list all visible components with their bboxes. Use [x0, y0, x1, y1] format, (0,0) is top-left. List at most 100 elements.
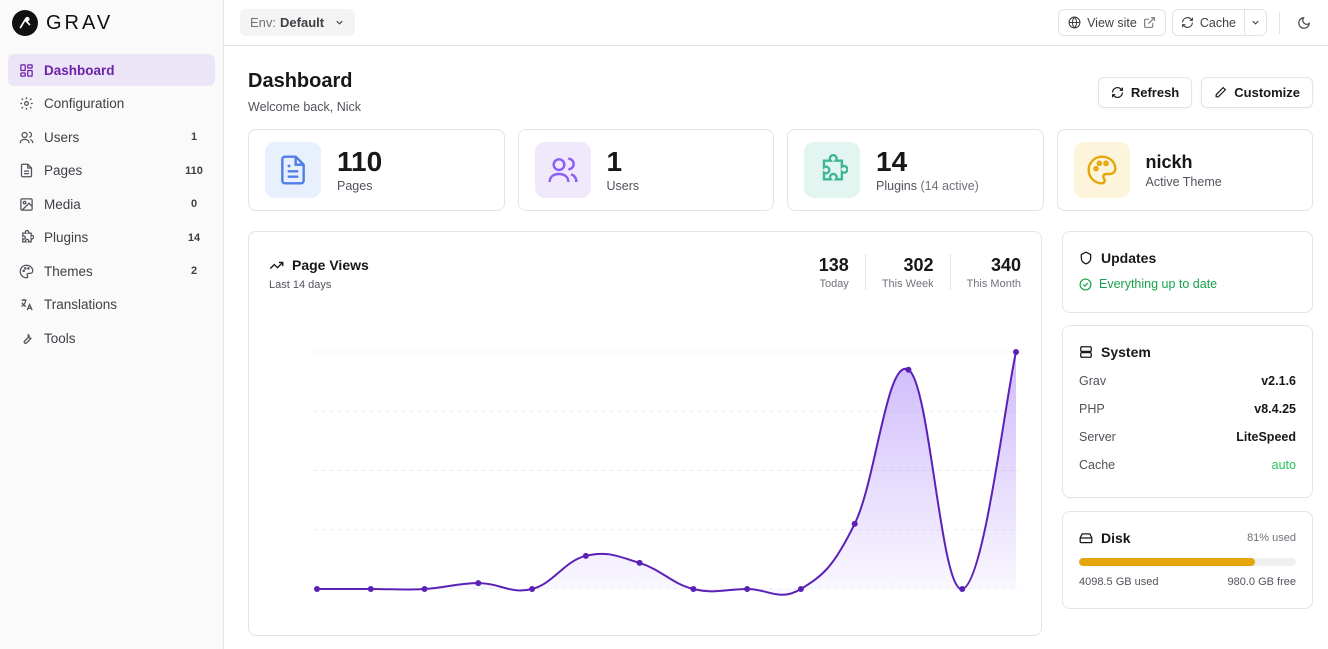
disk-title-text: Disk [1101, 530, 1131, 546]
cache-split-button: Cache [1171, 9, 1267, 36]
system-key: Grav [1079, 374, 1107, 388]
chart-point[interactable] [690, 586, 697, 592]
updates-card: Updates Everything up to date [1062, 231, 1313, 313]
chart-point[interactable] [797, 586, 804, 592]
chart-point[interactable] [905, 366, 912, 373]
sidebar-item-configuration[interactable]: Configuration [8, 88, 215, 120]
chevron-down-icon [334, 17, 345, 28]
stat-card-plugins[interactable]: 14 Plugins (14 active) [787, 129, 1044, 211]
chart-title: Page Views [269, 257, 369, 273]
chart-point[interactable] [421, 586, 428, 592]
chart-point[interactable] [851, 520, 858, 527]
external-link-icon [1143, 16, 1156, 29]
users-icon [534, 142, 591, 198]
system-key: PHP [1079, 402, 1105, 416]
chart-point[interactable] [314, 586, 320, 592]
disk-usage-fill [1079, 558, 1255, 566]
chart-point[interactable] [1013, 349, 1019, 355]
count-badge: 110 [185, 164, 203, 177]
env-value: Default [280, 15, 325, 30]
sidebar-item-pages[interactable]: Pages 110 [8, 155, 215, 187]
stat-value: 1 [606, 146, 623, 177]
refresh-button[interactable]: Refresh [1097, 77, 1193, 108]
palette-icon [18, 263, 34, 279]
brand-logo[interactable]: GRAV [0, 0, 223, 46]
stat-label-text: Plugins [876, 179, 917, 193]
kpi-value: 302 [903, 255, 934, 275]
sidebar-item-label: Plugins [44, 230, 89, 245]
sidebar-item-label: Media [44, 196, 81, 212]
chart-line [317, 351, 1017, 596]
puzzle-icon [18, 230, 34, 246]
cache-dropdown-button[interactable] [1244, 10, 1266, 35]
disk-used: 4098.5 GB used [1079, 576, 1159, 588]
system-value: v8.4.25 [1254, 402, 1296, 416]
kpi-label: This Month [966, 278, 1021, 290]
count-badge: 14 [187, 231, 201, 244]
env-selector[interactable]: Env: Default [240, 9, 356, 36]
system-row-php: PHP v8.4.25 [1079, 402, 1296, 416]
sidebar-item-label: Dashboard [44, 62, 115, 78]
stat-value: 14 [876, 146, 908, 177]
sidebar-item-label: Pages [44, 163, 83, 178]
disk-free: 980.0 GB free [1227, 576, 1297, 588]
sidebar-item-label: Users [44, 129, 80, 145]
system-row-grav: Grav v2.1.6 [1079, 374, 1296, 388]
sidebar-item-media[interactable]: Media 0 [8, 188, 215, 220]
refresh-icon [1181, 16, 1194, 29]
chart-area [317, 352, 1016, 595]
system-key: Server [1079, 430, 1116, 444]
stat-label: Users [606, 179, 640, 193]
gear-icon [18, 96, 34, 112]
chart-point[interactable] [367, 586, 374, 592]
translate-icon [18, 297, 34, 313]
topbar-actions: View site Cache [1058, 9, 1312, 36]
chart-point[interactable] [959, 586, 966, 592]
users-icon [18, 129, 34, 145]
divider [1279, 11, 1280, 34]
wrench-icon [18, 330, 34, 346]
disk-card: Disk 81% used 4098.5 GB used 980.0 GB fr… [1062, 511, 1313, 609]
sidebar-item-users[interactable]: Users 1 [8, 121, 215, 153]
chart-point[interactable] [582, 552, 589, 559]
page-view-kpis: 138 Today 302 This Week 340 This Month [803, 254, 1021, 290]
sidebar-item-plugins[interactable]: Plugins 14 [8, 222, 215, 254]
disk-usage-percent: 81% used [1247, 532, 1296, 544]
updates-title-text: Updates [1101, 250, 1157, 266]
sidebar-item-themes[interactable]: Themes 2 [8, 255, 215, 287]
chart-point[interactable] [744, 586, 751, 592]
system-value: LiteSpeed [1236, 430, 1296, 444]
refresh-icon [1111, 86, 1124, 99]
stat-card-pages[interactable]: 110 Pages [248, 129, 505, 211]
chevron-down-icon [1250, 17, 1261, 28]
kpi-today: 138 Today [803, 254, 849, 290]
stat-card-users[interactable]: 1 Users [517, 129, 774, 211]
count-badge: 2 [190, 265, 198, 277]
customize-button[interactable]: Customize [1201, 77, 1313, 108]
cache-button[interactable]: Cache [1173, 10, 1244, 35]
customize-label: Customize [1234, 85, 1300, 100]
file-icon [265, 142, 321, 198]
sidebar-item-translations[interactable]: Translations [8, 289, 215, 321]
count-badge: 0 [190, 198, 198, 210]
kpi-label: Today [819, 278, 849, 290]
view-site-button[interactable]: View site [1058, 9, 1166, 36]
chart-point[interactable] [529, 586, 536, 592]
system-value: v2.1.6 [1261, 374, 1296, 388]
trending-up-icon [269, 258, 284, 273]
sidebar-item-label: Translations [44, 297, 118, 312]
system-card: System Grav v2.1.6 PHP v8.4.25 Server LiteS… [1062, 325, 1313, 498]
env-label: Env: [250, 15, 277, 30]
stat-card-theme[interactable]: nickh Active Theme [1056, 129, 1313, 211]
sidebar-item-dashboard[interactable]: Dashboard [8, 54, 215, 86]
chart-point[interactable] [636, 559, 643, 566]
update-status: Everything up to date [1079, 277, 1296, 291]
hard-drive-icon [1079, 531, 1093, 545]
sidebar-item-tools[interactable]: Tools [8, 322, 215, 354]
system-row-cache: Cache auto [1079, 458, 1296, 472]
palette-icon [1073, 142, 1130, 198]
dark-mode-toggle[interactable] [1296, 15, 1312, 31]
brand-name: GRAV [46, 11, 114, 34]
chart-point[interactable] [475, 580, 482, 587]
